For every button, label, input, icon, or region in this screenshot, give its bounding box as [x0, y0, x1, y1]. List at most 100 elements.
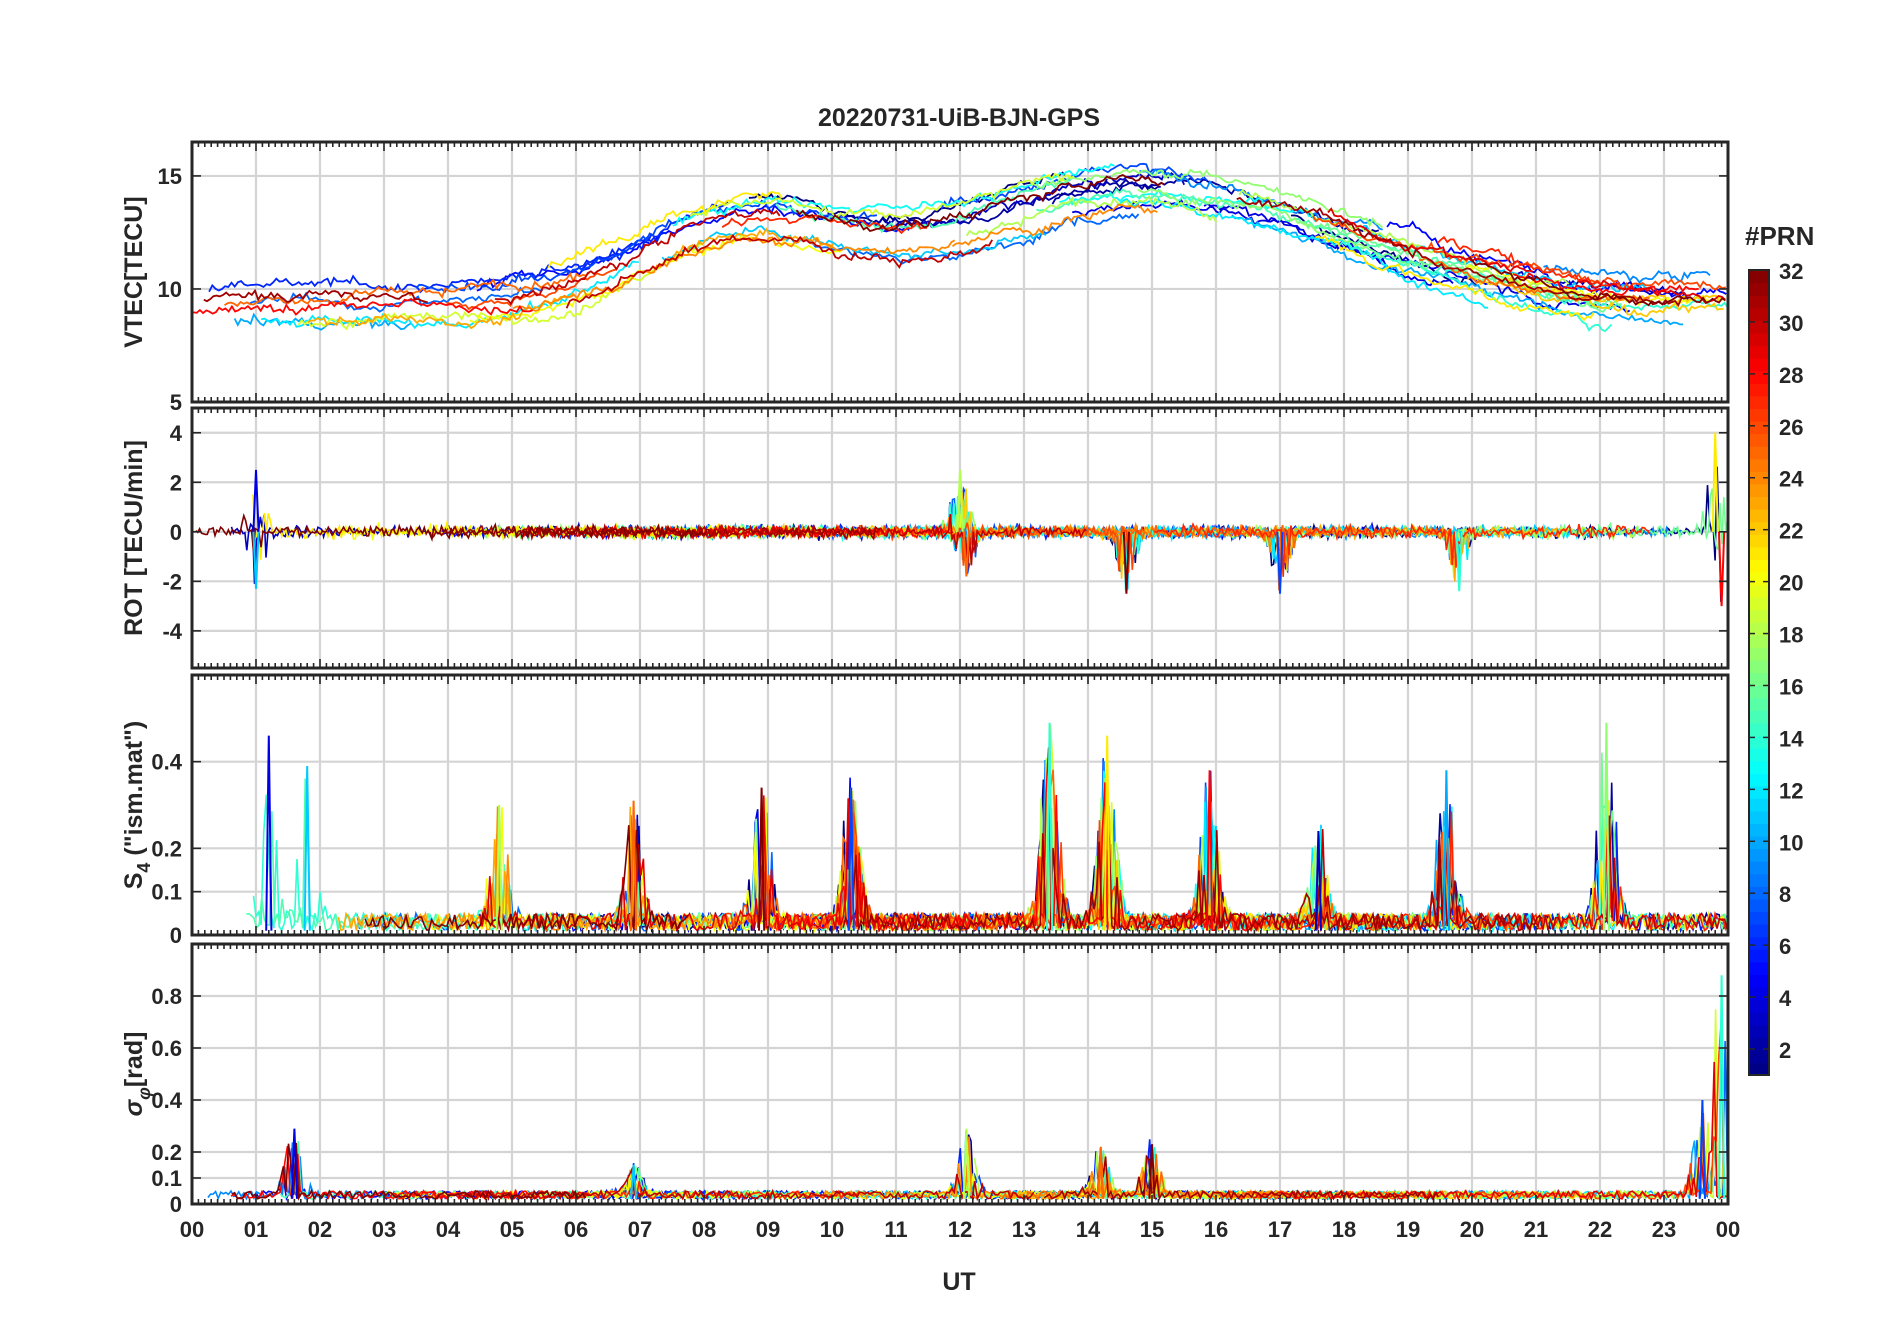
colorbar-step — [1749, 446, 1769, 460]
colorbar-step — [1749, 546, 1769, 560]
colorbar-step — [1749, 886, 1769, 900]
series-group — [195, 432, 1728, 607]
x-tick-label: 07 — [628, 1217, 652, 1242]
x-tick-label: 20 — [1460, 1217, 1484, 1242]
event-peak — [956, 469, 964, 532]
series-prn-24 — [512, 236, 956, 312]
y-tick-label: -2 — [162, 569, 182, 594]
x-ticks — [191, 944, 1729, 1204]
colorbar-step — [1749, 433, 1769, 447]
event-peak — [303, 765, 311, 931]
y-ticks: 00.10.2 0.4 0.6 0.8 — [151, 984, 1728, 1217]
y-tick-label: 0 — [170, 1192, 182, 1217]
x-tick-label: 10 — [820, 1217, 844, 1242]
colorbar-tick-label: 26 — [1779, 415, 1803, 440]
x-tick-label: 18 — [1332, 1217, 1356, 1242]
series-prn-26 — [821, 522, 1145, 574]
series-prn-19 — [689, 172, 1075, 219]
series-prn-21 — [1315, 235, 1595, 322]
series-prn-31 — [203, 288, 429, 304]
colorbar-tick-label: 2 — [1779, 1038, 1791, 1063]
y-axis-label-sigma_phi: σφ[rad] — [120, 1032, 154, 1117]
colorbar-step — [1749, 697, 1769, 711]
y-ticks: 0 0.1 0.2 0.4 — [151, 750, 1728, 948]
event-peak — [290, 1128, 298, 1199]
series-prn-28 — [773, 747, 1262, 933]
colorbar-step — [1749, 483, 1769, 498]
y-tick-label: 0.4 — [151, 1088, 182, 1113]
colorbar-step — [1749, 659, 1769, 674]
x-tick-label: 23 — [1652, 1217, 1676, 1242]
colorbar-tick-label: 32 — [1779, 259, 1803, 284]
colorbar-step — [1749, 747, 1769, 762]
event-peak — [1718, 975, 1726, 1199]
colorbar-step — [1749, 634, 1769, 648]
colorbar-step — [1749, 1012, 1769, 1026]
colorbar-step — [1749, 408, 1769, 422]
x-tick-label: 05 — [500, 1217, 524, 1242]
event-peak — [1148, 1144, 1156, 1199]
series-prn-22 — [1467, 275, 1724, 318]
event-peak — [1718, 531, 1726, 607]
event-peak — [1711, 432, 1719, 532]
colorbar-tick-label: 28 — [1779, 363, 1803, 388]
colorbar-step — [1749, 710, 1769, 724]
y-axis-label-vtec: VTEC[TECU] — [120, 196, 148, 347]
colorbar-step — [1749, 735, 1769, 749]
colorbar-step — [1749, 936, 1769, 950]
series-group — [207, 975, 1728, 1202]
colorbar-step — [1749, 395, 1769, 409]
colorbar-tick-label: 12 — [1779, 778, 1803, 803]
y-ticks: 5 10 15 — [158, 164, 1728, 415]
x-ticks — [191, 142, 1729, 402]
event-peak — [758, 787, 766, 931]
x-tick-label: 16 — [1204, 1217, 1228, 1242]
y-tick-label: 4 — [170, 421, 183, 446]
event-peak — [1698, 1099, 1706, 1199]
colorbar-step — [1749, 559, 1769, 573]
y-axis-label-s4: S4 ("ism.mat") — [120, 721, 154, 890]
series-prn-9 — [1543, 264, 1711, 284]
series-prn-29 — [1327, 207, 1534, 273]
colorbar-step — [1749, 647, 1769, 661]
series-prn-21 — [547, 191, 783, 269]
x-tick-label: 17 — [1268, 1217, 1292, 1242]
colorbar-step — [1749, 597, 1769, 611]
colorbar-step — [1749, 584, 1769, 598]
y-tick-label: 0.1 — [151, 1166, 182, 1191]
series-prn-29 — [1577, 278, 1726, 305]
x-tick-label: 09 — [756, 1217, 780, 1242]
colorbar-tick-label: 30 — [1779, 311, 1803, 336]
y-tick-label: 10 — [158, 277, 182, 302]
colorbar-step — [1749, 1049, 1769, 1064]
colorbar-tick-label: 4 — [1779, 986, 1792, 1011]
x-tick-labels: 00 01 02 03 04 05 06 07 08 09 10 11 12 13 14 15 16 17 18 19… — [180, 1217, 1740, 1242]
colorbar-frame — [1748, 269, 1770, 1076]
x-ticks — [191, 408, 1729, 668]
series-prn-27 — [1154, 522, 1651, 577]
event-peak — [265, 735, 273, 931]
series-prn-21 — [1173, 800, 1728, 933]
y-tick-label: 0.2 — [151, 1140, 182, 1165]
colorbar-step — [1749, 848, 1769, 862]
panel-s4: 0 0.1 0.2 0.4S4 ("ism.mat") — [120, 673, 1730, 948]
series-prn-32 — [364, 825, 689, 934]
series-prn-10 — [1231, 214, 1684, 326]
colorbar-step — [1749, 622, 1769, 636]
series-prn-31 — [1043, 1148, 1440, 1202]
colorbar-step — [1749, 949, 1769, 963]
colorbar-step — [1749, 836, 1769, 850]
y-tick-label: 0.4 — [151, 750, 182, 775]
colorbar-step — [1749, 332, 1769, 347]
series-prn-8 — [248, 286, 544, 313]
y-tick-label: 0.2 — [151, 836, 182, 861]
colorbar-step — [1749, 521, 1769, 535]
x-ticks — [191, 675, 1729, 935]
series-prn-17 — [1030, 168, 1384, 229]
colorbar-step — [1749, 320, 1769, 334]
x-tick-label: 13 — [1012, 1217, 1036, 1242]
x-tick-label: 14 — [1076, 1217, 1101, 1242]
colorbar-step — [1749, 924, 1769, 938]
